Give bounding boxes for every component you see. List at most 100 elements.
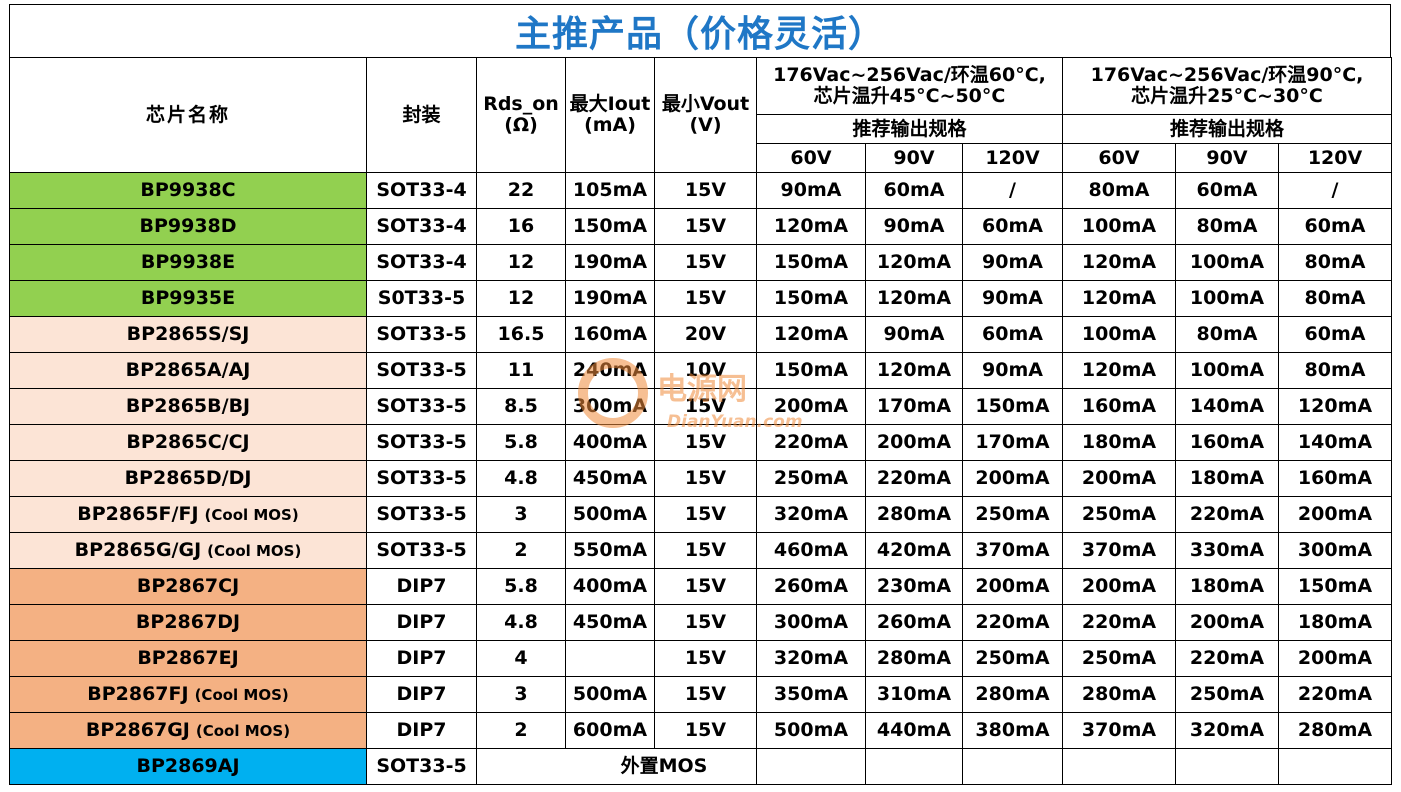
spec-cell: 500mA — [756, 712, 866, 749]
spec-cell: 220mA — [865, 460, 963, 497]
header-row-volts: 60V 90V 120V 60V 90V 120V — [10, 143, 1392, 173]
iout-cell: 600mA — [565, 712, 655, 749]
table-row: BP2867EJ DIP7 4 15V 320mA 280mA 250mA 250mA 220m… — [9, 640, 1392, 677]
spec-cell: 220mA — [1175, 496, 1279, 533]
chip-name-cell: BP2867DJ — [9, 604, 367, 641]
cool-mos-tag: (Cool MOS) — [207, 542, 302, 561]
spec-cell: 260mA — [865, 604, 963, 641]
header-volt: 90V — [865, 143, 963, 173]
chip-name-cell: BP2867EJ — [9, 640, 367, 677]
package-cell: SOT33-5 — [366, 460, 477, 497]
rds-cell: 4 — [476, 640, 566, 677]
table-row: BP9935E S0T33-5 12 190mA 15V 150mA 120mA 90mA 12… — [9, 280, 1392, 317]
spec-cell: 80mA — [1062, 172, 1176, 209]
package-cell: DIP7 — [366, 712, 477, 749]
table-row: BP2869AJ SOT33-5 外置MOS — [9, 748, 1392, 785]
spec-cell: 230mA — [865, 568, 963, 605]
iout-cell: 300mA — [565, 388, 655, 425]
vout-cell: 15V — [654, 676, 757, 713]
table-row: BP2865B/BJ SOT33-5 8.5 300mA 15V 200mA 170mA 15… — [9, 388, 1392, 425]
spec-cell: 90mA — [865, 316, 963, 353]
spec-cell: 300mA — [1278, 532, 1392, 569]
spec-cell: 80mA — [1278, 280, 1392, 317]
header-condition-2-line1: 176Vac~256Vac/环温90°C, — [1090, 64, 1364, 87]
spec-cell: 100mA — [1175, 352, 1279, 389]
table-row: BP9938E SOT33-4 12 190mA 15V 150mA 120mA 90mA 12… — [9, 244, 1392, 281]
table-row: BP2867DJ DIP7 4.8 450mA 15V 300mA 260mA 220mA 22… — [9, 604, 1392, 641]
spec-cell: 180mA — [1175, 460, 1279, 497]
header-volt: 90V — [1175, 143, 1279, 173]
rds-cell: 4.8 — [476, 460, 566, 497]
chip-name-cell: BP2867GJ (Cool MOS) — [9, 712, 367, 749]
rds-cell: 2 — [476, 532, 566, 569]
table-row: BP2865G/GJ (Cool MOS) SOT33-5 2 550mA 15V 460m… — [9, 532, 1392, 569]
rds-cell: 16.5 — [476, 316, 566, 353]
spec-cell: 140mA — [1278, 424, 1392, 461]
spec-cell: 120mA — [865, 352, 963, 389]
rds-cell: 3 — [476, 676, 566, 713]
sheet-title: 主推产品（价格灵活） — [9, 4, 1391, 57]
spec-cell: 150mA — [756, 352, 866, 389]
package-cell: SOT33-5 — [366, 748, 477, 785]
table-row: BP9938C SOT33-4 22 105mA 15V 90mA 60mA/80mA 60m… — [9, 172, 1392, 209]
rds-cell: 5.8 — [476, 424, 566, 461]
spec-cell: 320mA — [756, 640, 866, 677]
spec-cell: 320mA — [1175, 712, 1279, 749]
spec-cell: 180mA — [1175, 568, 1279, 605]
spec-cell: 160mA — [1175, 424, 1279, 461]
table-row: BP2867GJ (Cool MOS) DIP7 2 600mA 15V 500mA 440m… — [9, 712, 1392, 749]
spec-cell: 280mA — [1062, 676, 1176, 713]
spec-cell: 280mA — [962, 676, 1063, 713]
header-condition-2-line2: 芯片温升25°C~30°C — [1131, 85, 1323, 107]
chip-name: BP2865B/BJ — [125, 395, 251, 418]
chip-name-cell: BP9938D — [9, 208, 367, 245]
spec-cell: 120mA — [865, 280, 963, 317]
spec-cell: 140mA — [1175, 388, 1279, 425]
header-rds-unit: (Ω) — [504, 114, 538, 136]
package-cell: SOT33-4 — [366, 208, 477, 245]
vout-cell: 15V — [654, 712, 757, 749]
chip-name-cell: BP9935E — [9, 280, 367, 317]
package-cell: DIP7 — [366, 568, 477, 605]
chip-name-cell: BP2865S/SJ — [9, 316, 367, 353]
rds-cell: 11 — [476, 352, 566, 389]
chip-name: BP2867DJ — [135, 611, 241, 634]
header-condition-2: 176Vac~256Vac/环温90°C, 芯片温升25°C~30°C — [1062, 57, 1392, 115]
chip-name-cell: BP2869AJ — [9, 748, 367, 785]
spec-cell: 200mA — [962, 460, 1063, 497]
header-volt: 120V — [962, 143, 1063, 173]
empty-cell — [1062, 748, 1176, 785]
spec-cell: 380mA — [962, 712, 1063, 749]
chip-name: BP2867GJ — [85, 719, 190, 742]
package-cell: SOT33-4 — [366, 172, 477, 209]
spec-cell: 90mA — [865, 208, 963, 245]
spec-cell: 170mA — [962, 424, 1063, 461]
vout-cell: 15V — [654, 604, 757, 641]
spec-cell: 320mA — [756, 496, 866, 533]
spec-cell: 200mA — [1062, 460, 1176, 497]
chip-name: BP2865S/SJ — [126, 323, 250, 346]
chip-name-cell: BP2865A/AJ — [9, 352, 367, 389]
header-iout: 最大Iout (mA) — [565, 57, 655, 173]
rds-cell: 12 — [476, 280, 566, 317]
spec-cell: 120mA — [756, 316, 866, 353]
spec-cell: 200mA — [1278, 640, 1392, 677]
spec-cell: 280mA — [865, 496, 963, 533]
spec-cell: 350mA — [756, 676, 866, 713]
chip-name: BP2865F/FJ — [77, 503, 199, 526]
rds-cell: 8.5 — [476, 388, 566, 425]
vout-cell: 15V — [654, 280, 757, 317]
spec-cell: 120mA — [1062, 280, 1176, 317]
header-condition-1-line1: 176Vac~256Vac/环温60°C, — [773, 64, 1046, 87]
table-row: BP2865C/CJ SOT33-5 5.8 400mA 15V 220mA 200mA 17… — [9, 424, 1392, 461]
package-cell: SOT33-5 — [366, 388, 477, 425]
table-body: 芯片名称 封装 Rds_on (Ω) 最大Iout (mA) 最小Vout (V) 1… — [9, 57, 1392, 785]
header-rds-label: Rds_on — [483, 93, 559, 116]
spec-cell: 80mA — [1278, 244, 1392, 281]
spec-cell: 220mA — [1062, 604, 1176, 641]
spec-cell: 440mA — [865, 712, 963, 749]
spec-cell: 280mA — [1278, 712, 1392, 749]
spec-cell: 170mA — [865, 388, 963, 425]
spec-cell: 150mA — [1278, 568, 1392, 605]
